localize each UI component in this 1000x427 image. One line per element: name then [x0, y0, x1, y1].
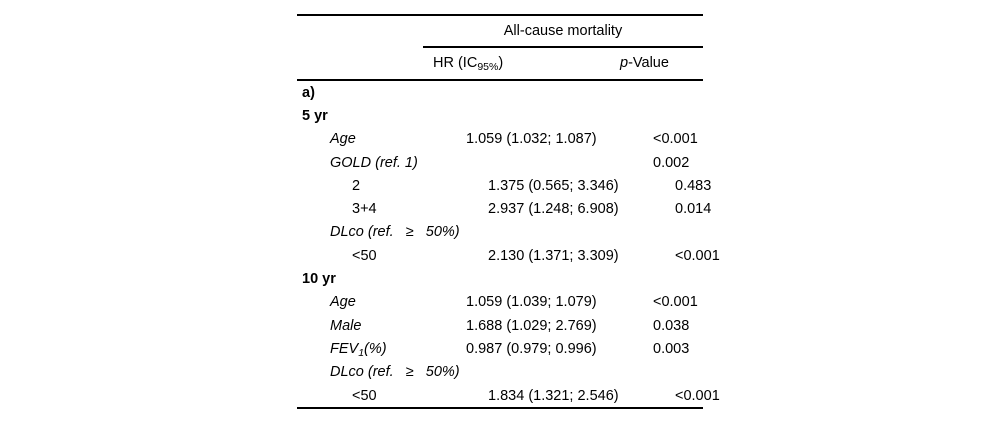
- row-label: <50: [297, 248, 488, 264]
- spanner-header-row: All-cause mortality: [297, 16, 703, 46]
- table-row: 10 yr: [297, 267, 703, 290]
- p-value: 0.483: [675, 177, 712, 194]
- hr-value: 1.375 (0.565; 3.346): [488, 177, 619, 194]
- table-row: <50 2.130 (1.371; 3.309) <0.001: [297, 244, 720, 267]
- table-row: 2 1.375 (0.565; 3.346) 0.483: [297, 174, 711, 197]
- row-label: Age: [297, 294, 466, 310]
- table-row: <50 1.834 (1.321; 2.546) <0.001: [297, 384, 720, 407]
- row-label-text: Male: [330, 317, 362, 334]
- column-header-hr: HR (IC95%): [433, 55, 620, 73]
- column-header-pvalue: p-Value: [620, 55, 703, 71]
- row-label-text: 3+4: [352, 201, 377, 218]
- hr-value: 1.834 (1.321; 2.546): [488, 387, 619, 404]
- hr-value: 1.059 (1.039; 1.079): [466, 294, 597, 311]
- table-row: 3+4 2.937 (1.248; 6.908) 0.014: [297, 197, 711, 220]
- row-label: <50: [297, 388, 488, 404]
- table-row: Age 1.059 (1.032; 1.087) <0.001: [297, 128, 703, 151]
- row-label-suffix: (%): [364, 340, 387, 357]
- row-label-subscript: 1: [358, 346, 365, 359]
- row-label-text: FEV: [330, 340, 359, 357]
- row-label-text: a): [302, 84, 315, 101]
- hazard-ratio-table: All-cause mortality HR (IC95%) p-Value a…: [297, 14, 720, 410]
- table-top-rule: [297, 14, 703, 16]
- table-row: DLco (ref. ≥ 50%): [297, 361, 703, 384]
- table-row: 5 yr: [297, 104, 703, 127]
- spanner-header-label: All-cause mortality: [503, 22, 623, 39]
- table-row: GOLD (ref. 1) 0.002: [297, 151, 703, 174]
- row-label: GOLD (ref. 1): [297, 155, 466, 171]
- hr-header-suffix: ): [498, 55, 504, 71]
- row-label-text: <50: [352, 387, 377, 404]
- row-label-text: <50: [352, 247, 377, 264]
- p-value: 0.002: [653, 154, 690, 171]
- row-label: FEV1(%): [297, 340, 466, 359]
- row-label-text: DLco (ref. ≥ 50%): [330, 364, 460, 381]
- column-header-row: HR (IC95%) p-Value: [297, 48, 703, 79]
- p-value: <0.001: [675, 247, 720, 264]
- row-label-text: Age: [330, 131, 356, 148]
- hr-value: 1.688 (1.029; 2.769): [466, 317, 597, 334]
- hr-value: 1.059 (1.032; 1.087): [466, 131, 597, 148]
- row-label-text: GOLD (ref. 1): [330, 154, 418, 171]
- row-label-text: 5 yr: [302, 107, 328, 124]
- table-row: Age 1.059 (1.039; 1.079) <0.001: [297, 291, 703, 314]
- table-row: FEV1(%) 0.987 (0.979; 0.996) 0.003: [297, 337, 703, 360]
- p-value: 0.014: [675, 201, 712, 218]
- p-value: <0.001: [675, 387, 720, 404]
- spanner-underline-rule: [423, 45, 703, 48]
- table-row: a): [297, 81, 703, 104]
- hr-header-prefix: HR (IC: [433, 55, 478, 71]
- row-label-text: 10 yr: [302, 271, 336, 288]
- row-label: Age: [297, 131, 466, 147]
- row-label: DLco (ref. ≥ 50%): [297, 224, 466, 240]
- pvalue-header-rest: -Value: [628, 55, 669, 71]
- table-body: a) 5 yr Age 1.059 (1.032; 1.087) <0.001 …: [297, 81, 720, 407]
- row-label: DLco (ref. ≥ 50%): [297, 364, 466, 380]
- p-value: 0.003: [653, 340, 690, 357]
- hr-value: 2.130 (1.371; 3.309): [488, 247, 619, 264]
- table-row: DLco (ref. ≥ 50%): [297, 221, 703, 244]
- table-bottom-rule: [297, 407, 703, 410]
- p-value: 0.038: [653, 317, 690, 334]
- hr-value: 2.937 (1.248; 6.908): [488, 201, 619, 218]
- header-bottom-rule: [297, 78, 703, 81]
- row-label: 2: [297, 178, 488, 194]
- table-row: Male 1.688 (1.029; 2.769) 0.038: [297, 314, 703, 337]
- row-label: 5 yr: [297, 108, 438, 124]
- row-label: a): [297, 85, 438, 101]
- row-label: 3+4: [297, 201, 488, 217]
- hr-value: 0.987 (0.979; 0.996): [466, 340, 597, 357]
- pvalue-header-italic: p: [620, 55, 629, 71]
- row-label: 10 yr: [297, 271, 438, 287]
- row-label-text: DLco (ref. ≥ 50%): [330, 224, 460, 241]
- hr-header-subscript: 95%: [477, 61, 499, 73]
- p-value: <0.001: [653, 294, 698, 311]
- p-value: <0.001: [653, 131, 698, 148]
- row-label-text: Age: [330, 294, 356, 311]
- row-label-text: 2: [352, 177, 361, 194]
- row-label: Male: [297, 318, 466, 334]
